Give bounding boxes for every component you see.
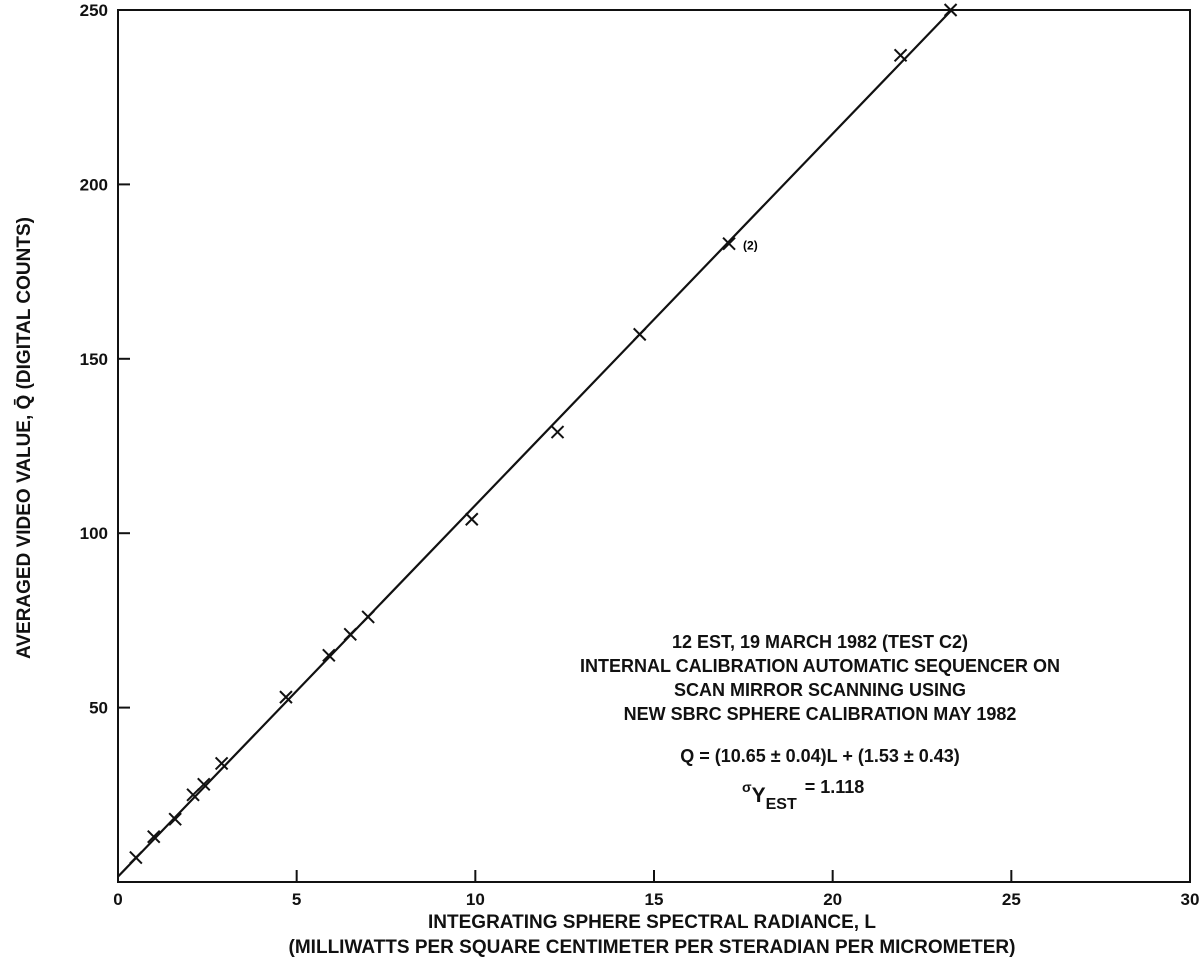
sigma-value: = 1.118	[805, 777, 865, 797]
x-tick-label: 20	[823, 890, 842, 909]
data-point	[550, 425, 565, 439]
data-point	[943, 3, 958, 17]
sigma-estimate: σYEST = 1.118	[742, 777, 864, 813]
regression-equation: Q = (10.65 ± 0.04)L + (1.53 ± 0.43)	[680, 746, 960, 766]
data-point	[168, 812, 182, 826]
plot-border	[117, 9, 1191, 883]
data-point	[632, 327, 647, 342]
data-point	[322, 648, 336, 662]
annotation-line-1: 12 EST, 19 MARCH 1982 (TEST C2)	[672, 632, 968, 652]
data-point	[129, 850, 143, 865]
data-point	[214, 756, 229, 771]
y-tick-label: 150	[80, 350, 108, 369]
fit-line-layer	[117, 10, 952, 878]
data-point	[279, 690, 293, 704]
sigma-prefix: σ	[742, 779, 752, 795]
annotation-line-2: INTERNAL CALIBRATION AUTOMATIC SEQUENCER…	[580, 656, 1060, 676]
data-point	[361, 610, 375, 624]
sigma-main: Y	[752, 784, 766, 807]
plot-frame	[117, 9, 1191, 883]
x-tick-label: 5	[292, 890, 301, 909]
annotation-line-3: SCAN MIRROR SCANNING USING	[674, 680, 966, 700]
x-tick-label: 10	[466, 890, 485, 909]
x-axis-title: INTEGRATING SPHERE SPECTRAL RADIANCE, L	[428, 912, 876, 933]
x-tick-label: 0	[113, 890, 122, 909]
point-label-layer: (2)	[743, 239, 758, 253]
x-axis-subtitle: (MILLIWATTS PER SQUARE CENTIMETER PER ST…	[289, 937, 1016, 958]
data-point	[343, 627, 357, 642]
annotation-line-4: NEW SBRC SPHERE CALIBRATION MAY 1982	[624, 704, 1017, 724]
data-point	[722, 236, 736, 251]
y-tick-label: 250	[80, 1, 108, 20]
y-tick-label: 50	[89, 699, 108, 718]
point-annotation: (2)	[743, 239, 758, 253]
data-point	[197, 777, 211, 792]
data-point	[893, 48, 908, 63]
x-tick-label: 25	[1002, 890, 1021, 909]
y-axis-ticks: 50 100 150 200 250	[80, 1, 130, 718]
data-point	[147, 829, 161, 844]
x-tick-label: 15	[645, 890, 664, 909]
y-tick-label: 100	[80, 524, 108, 543]
data-point	[465, 512, 479, 526]
y-axis-title: AVERAGED VIDEO VALUE, Q̄ (DIGITAL COUNTS…	[14, 217, 35, 659]
data-point	[186, 788, 200, 802]
data-points	[129, 3, 958, 865]
x-axis-ticks: 0 5 10 15 20 25 30	[113, 870, 1199, 909]
y-tick-label: 200	[80, 175, 108, 194]
annotation-block: 12 EST, 19 MARCH 1982 (TEST C2) INTERNAL…	[580, 632, 1060, 813]
regression-line	[117, 10, 952, 878]
x-tick-label: 30	[1181, 890, 1200, 909]
sigma-subscript: EST	[766, 796, 797, 813]
